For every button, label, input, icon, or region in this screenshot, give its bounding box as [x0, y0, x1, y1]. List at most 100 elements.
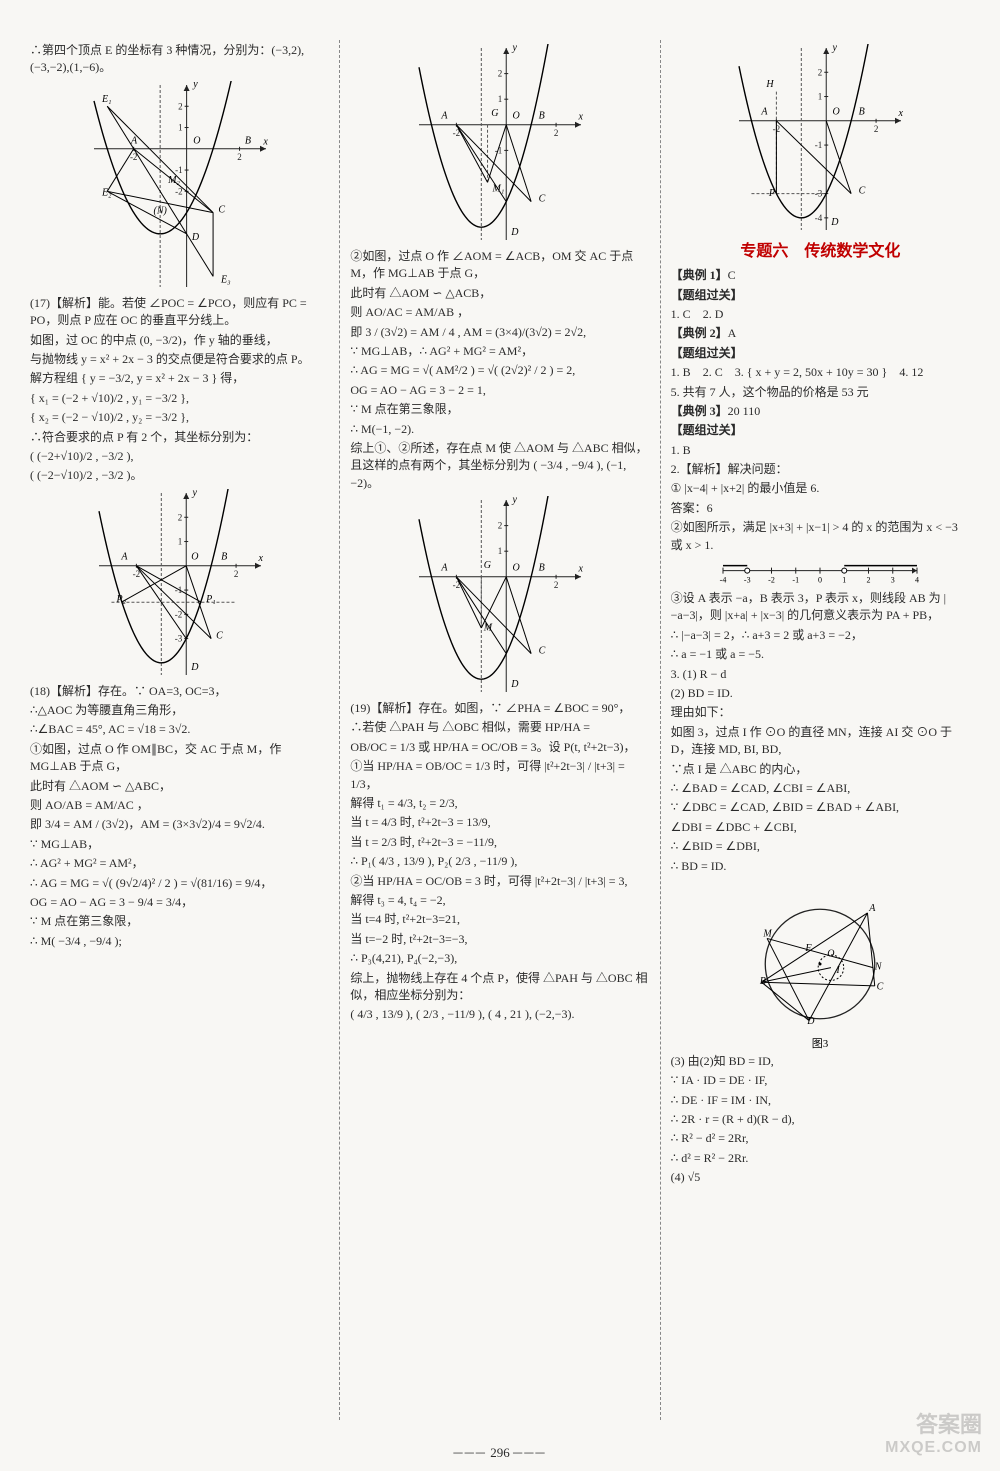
svg-text:D: D [510, 679, 519, 690]
text: ∵点 I 是 △ABC 的内心， [671, 761, 970, 778]
number-line: -4-3-2-101234 [715, 558, 925, 586]
label: 【典例 2】 [671, 326, 728, 340]
text: 综上①、②所述，存在点 M 使 △AOM 与 △ABC 相似，且这样的点有两个，… [350, 440, 649, 492]
svg-text:E₃: E₃ [220, 275, 231, 286]
svg-text:O: O [191, 551, 198, 562]
ornament: ─── [453, 1445, 487, 1460]
svg-text:A: A [869, 903, 877, 914]
text: ∴ AG = MG = √( AM²/2 ) = √( (2√2)² / 2 )… [350, 362, 649, 379]
svg-text:2: 2 [554, 128, 559, 138]
text: ∵ MG⊥AB， [30, 836, 329, 853]
text: 此时有 △AOM ∽ △ABC， [30, 778, 329, 795]
svg-text:4: 4 [915, 576, 919, 585]
text: ∴ AG² + MG² = AM²， [30, 855, 329, 872]
svg-text:2: 2 [498, 69, 503, 79]
text: 当 t=4 时, t²+2t−3=21, [350, 911, 649, 928]
svg-text:x: x [257, 553, 263, 564]
svg-text:2: 2 [554, 580, 559, 590]
svg-text:B: B [760, 976, 766, 987]
text: OB/OC = 1/3 或 HP/HA = OC/OB = 3。设 P(t, t… [350, 739, 649, 756]
text: ∴符合要求的点 P 有 2 个，其坐标分别为： [30, 429, 329, 446]
ornament: ─── [513, 1445, 547, 1460]
svg-text:-2: -2 [768, 576, 775, 585]
text: ∴ 2R · r = (R + d)(R − d), [671, 1111, 970, 1128]
text: 当 t = 2/3 时, t²+2t−3 = −11/9, [350, 834, 649, 851]
svg-text:E₂: E₂ [101, 187, 112, 198]
svg-text:C: C [539, 194, 546, 205]
text: ∴ a = −1 或 a = −5. [671, 646, 970, 663]
svg-text:N: N [874, 961, 883, 972]
svg-text:x: x [898, 108, 904, 119]
svg-text:y: y [192, 81, 198, 90]
text: 则 AO/AB = AM/AC ， [30, 797, 329, 814]
svg-text:(N): (N) [153, 205, 167, 216]
svg-text:-3: -3 [174, 633, 182, 643]
diagram-5: -22-4-3-112AOBxyHPCD [735, 44, 905, 234]
svg-text:2: 2 [177, 512, 182, 522]
text: ∴ P₁( 4/3 , 13/9 ), P₂( 2/3 , −11/9 ), [350, 853, 649, 870]
text: ②当 HP/HA = OC/OB = 3 时，可得 |t²+2t−3| / |t… [350, 873, 649, 890]
text: ∴ M( −3/4 , −9/4 ); [30, 933, 329, 950]
text: ①如图，过点 O 作 OM∥BC，交 AC 于点 M，作 MG⊥AB 于点 G， [30, 741, 329, 776]
text: 【典例 2】A [671, 325, 970, 342]
text: ∵ M 点在第三象限， [350, 401, 649, 418]
svg-text:-3: -3 [744, 576, 751, 585]
svg-text:A: A [761, 107, 769, 118]
svg-text:C: C [218, 204, 225, 215]
diagram-1: -22-2-112AOBxyE₁E₂E₃CDM₂(N) [90, 81, 270, 291]
text: ∴ P₃(4,21), P₄(−2,−3), [350, 950, 649, 967]
diagram-6: ABCDMNOIF图3 [735, 879, 905, 1049]
diagram-2: -22-3-2-112AOBxyP₂P₁CD [95, 489, 265, 679]
text: { x₁ = (−2 + √10)/2 , y₁ = −3/2 }, [30, 390, 329, 407]
text: ( 4/3 , 13/9 ), ( 2/3 , −11/9 ), ( 4 , 2… [350, 1006, 649, 1023]
svg-text:-1: -1 [174, 585, 182, 595]
svg-text:C: C [877, 981, 884, 992]
svg-text:B: B [539, 110, 545, 121]
svg-text:y: y [191, 489, 197, 498]
label: 【典例 3】 [671, 404, 728, 418]
text: ∵ MG⊥AB，∴ AG² + MG² = AM²， [350, 343, 649, 360]
text: ∴第四个顶点 E 的坐标有 3 种情况，分别为：(−3,2),(−3,−2),(… [30, 42, 329, 77]
text: 【题组过关】 [671, 422, 970, 439]
svg-text:B: B [221, 551, 227, 562]
text: 3. (1) R − d [671, 666, 970, 683]
svg-text:-4: -4 [720, 576, 727, 585]
svg-text:A: A [440, 110, 448, 121]
text: ②如图，过点 O 作 ∠AOM = ∠ACB，OM 交 AC 于点 M，作 MG… [350, 248, 649, 283]
svg-text:F: F [805, 943, 813, 954]
text: ∴ d² = R² − 2Rr. [671, 1150, 970, 1167]
svg-text:y: y [511, 496, 517, 506]
svg-text:H: H [766, 79, 775, 90]
text: 如图 3，过点 I 作 ⊙O 的直径 MN，连接 AI 交 ⊙O 于 D，连接 … [671, 724, 970, 759]
answer: 3. { x + y = 2, 50x + 10y = 30 } [735, 365, 888, 379]
text: ∵ ∠DBC = ∠CAD, ∠BID = ∠BAD + ∠ABI, [671, 799, 970, 816]
svg-text:C: C [539, 646, 546, 657]
text: ∴ BD = ID. [671, 858, 970, 875]
svg-text:-4: -4 [815, 213, 823, 223]
svg-text:2: 2 [233, 568, 238, 578]
text: 【典例 3】20 110 [671, 403, 970, 420]
text: OG = AO − AG = 3 − 9/4 = 3/4， [30, 894, 329, 911]
svg-text:M₁: M₁ [492, 183, 505, 194]
text: 当 t=−2 时, t²+2t−3=−3, [350, 931, 649, 948]
text: ∴∠BAC = 45°, AC = √18 = 3√2. [30, 721, 329, 738]
svg-text:D: D [831, 217, 840, 228]
answer: 2. D [703, 307, 724, 321]
answer: A [728, 326, 737, 340]
page: ∴第四个顶点 E 的坐标有 3 种情况，分别为：(−3,2),(−3,−2),(… [0, 0, 1000, 1471]
svg-text:0: 0 [818, 576, 822, 585]
svg-text:-1: -1 [793, 576, 800, 585]
text: (4) √5 [671, 1169, 970, 1186]
svg-text:2: 2 [178, 101, 183, 111]
svg-text:-2: -2 [174, 609, 182, 619]
text: ③设 A 表示 −a，B 表示 3，P 表示 x，则线段 AB 为 |−a−3|… [671, 590, 970, 625]
answer: 4. 12 [899, 365, 923, 379]
svg-text:O: O [512, 110, 519, 121]
text: ∴ M(−1, −2). [350, 421, 649, 438]
svg-text:-1: -1 [815, 140, 823, 150]
topic-heading: 专题六 传统数学文化 [671, 240, 970, 263]
svg-text:x: x [577, 564, 583, 575]
svg-text:x: x [262, 136, 268, 147]
svg-text:O: O [193, 135, 200, 146]
text: 2.【解析】解决问题： [671, 461, 970, 478]
